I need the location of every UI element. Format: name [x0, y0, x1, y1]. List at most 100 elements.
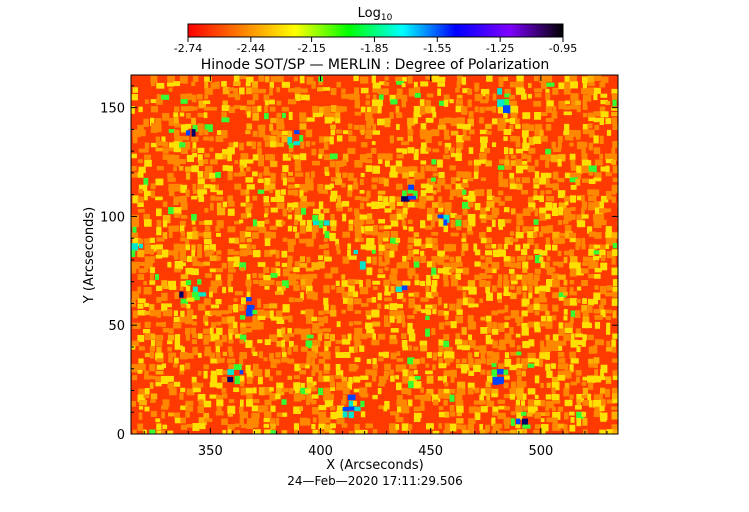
heatmap-cell — [378, 219, 386, 224]
heatmap-cell — [587, 226, 593, 234]
heatmap-cell — [378, 201, 386, 209]
heatmap-cell — [449, 189, 457, 197]
heatmap-cell — [335, 129, 342, 134]
heatmap-cell — [299, 190, 304, 199]
heatmap-cell — [180, 280, 188, 287]
heatmap-cell — [246, 141, 254, 147]
heatmap-cell — [264, 429, 272, 434]
heatmap-cell — [204, 76, 212, 82]
heatmap-cell — [545, 285, 551, 293]
heatmap-cell — [246, 243, 251, 251]
heatmap-cell — [588, 231, 597, 237]
heatmap-cell — [294, 328, 302, 335]
heatmap-cell — [318, 375, 324, 382]
heatmap-cell — [396, 136, 404, 141]
heatmap-cell — [474, 82, 480, 91]
heatmap-cell — [420, 123, 427, 131]
heatmap-cell — [425, 99, 431, 108]
heatmap-cell — [335, 178, 343, 185]
heatmap-cell — [618, 377, 624, 383]
heatmap-cell — [311, 231, 317, 239]
heatmap-cell — [270, 405, 276, 413]
heatmap-cell — [281, 285, 286, 291]
heatmap-cell — [534, 412, 541, 419]
heatmap-cell — [497, 99, 505, 108]
heatmap-cell — [516, 321, 521, 327]
heatmap-cell — [498, 178, 507, 188]
heatmap-cell — [510, 105, 519, 114]
heatmap-cell — [456, 81, 461, 89]
heatmap-cell — [131, 214, 140, 220]
heatmap-cell — [347, 130, 353, 136]
heatmap-cell — [318, 154, 323, 159]
heatmap-cell — [312, 214, 319, 222]
heatmap-cell — [162, 424, 168, 430]
heatmap-cell — [552, 417, 558, 426]
heatmap-cell — [149, 346, 156, 352]
heatmap-cell — [401, 94, 408, 102]
heatmap-cell — [618, 136, 622, 142]
heatmap-cell — [480, 255, 485, 260]
heatmap-cell — [144, 370, 149, 379]
heatmap-cell — [619, 237, 623, 242]
heatmap-cell — [390, 231, 398, 239]
heatmap-cell — [161, 429, 165, 434]
heatmap-cell — [384, 267, 389, 271]
heatmap-cell — [569, 136, 574, 141]
heatmap-cell — [156, 94, 161, 100]
heatmap-cell — [545, 321, 553, 329]
heatmap-cell — [516, 213, 523, 220]
heatmap-cell — [222, 286, 227, 294]
heatmap-cell — [619, 382, 626, 386]
heatmap-cell — [233, 321, 238, 329]
heatmap-cell — [551, 406, 556, 412]
heatmap-cell — [269, 123, 274, 132]
heatmap-cell — [293, 423, 300, 431]
heatmap-cell — [258, 273, 266, 279]
heatmap-cell — [504, 358, 512, 367]
heatmap-cell — [557, 261, 564, 268]
heatmap-cell — [431, 166, 438, 172]
heatmap-cell — [240, 387, 250, 396]
heatmap-cell — [425, 117, 434, 123]
heatmap-cell — [264, 219, 270, 224]
heatmap-cell — [203, 315, 209, 324]
heatmap-cell — [545, 88, 550, 93]
heatmap-cell — [251, 412, 260, 419]
heatmap-cell — [192, 321, 197, 326]
heatmap-cell — [198, 130, 203, 136]
heatmap-cell — [203, 328, 210, 334]
heatmap-cell — [372, 165, 381, 174]
heatmap-cell — [390, 165, 398, 173]
heatmap-cell — [384, 363, 391, 371]
heatmap-cell — [323, 226, 327, 235]
heatmap-cell — [185, 141, 191, 150]
heatmap-cell — [365, 94, 370, 99]
heatmap-cell — [185, 238, 190, 245]
heatmap-cell — [425, 285, 430, 292]
heatmap-cell — [239, 370, 244, 375]
heatmap-cell — [354, 226, 363, 232]
heatmap-cell — [461, 327, 467, 335]
heatmap-cell — [311, 81, 316, 89]
heatmap-cell — [563, 424, 568, 433]
heatmap-cell — [438, 196, 443, 203]
heatmap-cell — [282, 165, 289, 173]
heatmap-cell — [371, 297, 377, 303]
heatmap-cell — [306, 117, 315, 122]
heatmap-cell — [534, 208, 539, 217]
heatmap-cell — [455, 256, 462, 264]
heatmap-cell — [174, 261, 184, 270]
heatmap-cell — [197, 303, 206, 311]
heatmap-cell — [479, 424, 483, 431]
heatmap-cell — [521, 400, 526, 406]
heatmap-cell — [552, 244, 558, 251]
heatmap-cell — [605, 172, 612, 177]
heatmap-cell — [258, 405, 266, 413]
heatmap-cell — [269, 418, 275, 427]
heatmap-cell — [402, 148, 407, 155]
heatmap-cell — [155, 208, 162, 217]
heatmap-cell — [354, 100, 360, 109]
heatmap-cell — [593, 147, 601, 155]
heatmap-cell — [377, 118, 386, 126]
